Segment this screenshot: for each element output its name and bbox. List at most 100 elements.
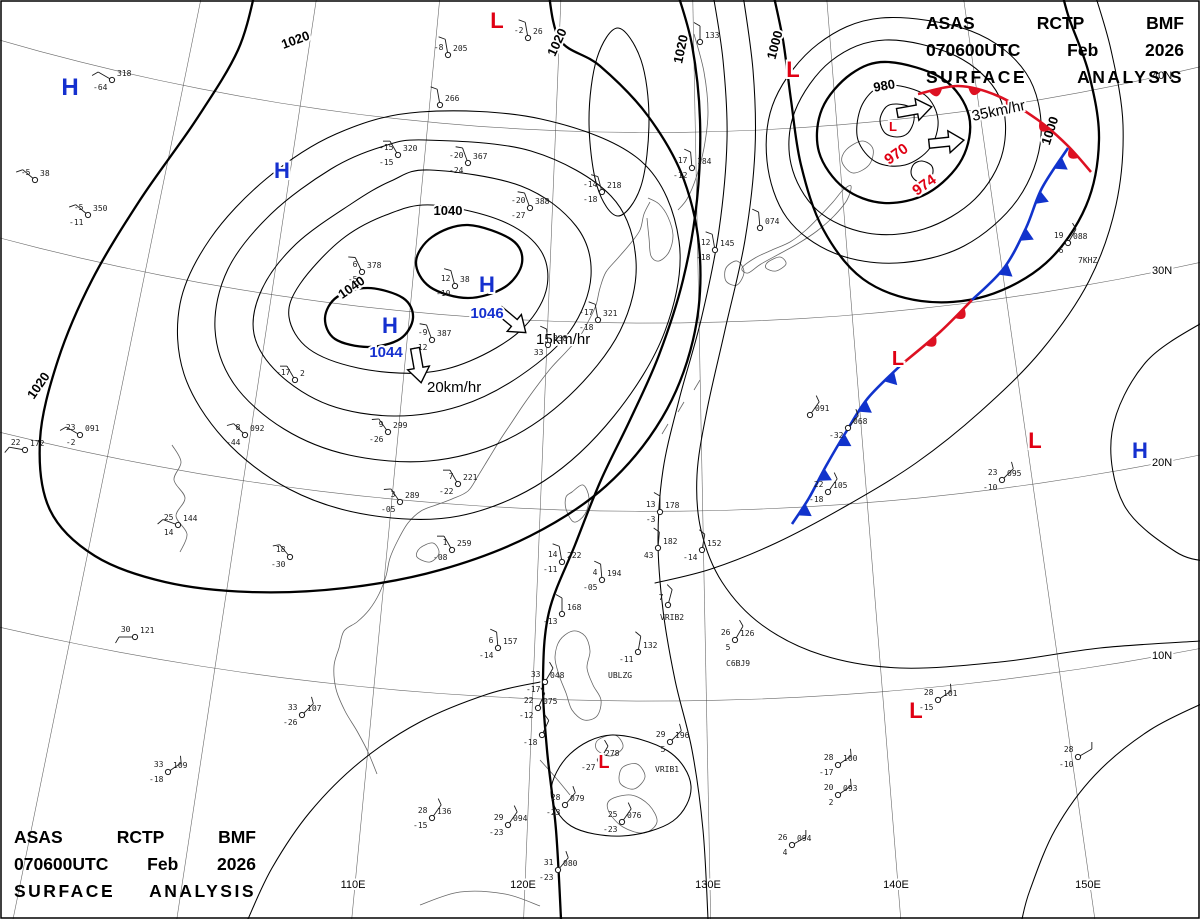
- station-circle-icon: [934, 696, 942, 704]
- station-plot: 18 -30: [271, 544, 294, 569]
- isobar: [176, 110, 681, 520]
- station-pressure: 105: [833, 481, 848, 490]
- wind-barb-feather: [419, 323, 427, 326]
- cold-front-line: [971, 147, 1070, 301]
- station-circle-icon: [596, 756, 604, 764]
- station-circle-icon: [834, 761, 842, 769]
- station-circle-icon: [666, 738, 674, 746]
- coastline: [415, 542, 440, 563]
- center-pressure-value: 974: [909, 171, 940, 200]
- station-circle-icon: [538, 731, 546, 739]
- isobar-value-label: 1020: [670, 33, 691, 64]
- coastline: [741, 185, 852, 274]
- station-temp: 25: [608, 810, 618, 819]
- speed-label: 35km/hr: [970, 97, 1027, 125]
- station-plot: 4 194 -05: [583, 560, 622, 592]
- station-plot: 26 126 5: [721, 619, 755, 652]
- coastline: [693, 379, 701, 391]
- wind-barb-feather: [679, 723, 682, 731]
- parallel-grid-line: [0, 627, 1200, 702]
- station-circle-icon: [454, 480, 462, 488]
- station-pressure: 178: [665, 501, 680, 510]
- station-plot: -14 218 -18: [583, 174, 622, 204]
- wind-barb-feather: [752, 208, 759, 213]
- station-pressure: 168: [567, 603, 582, 612]
- meridian-grid-line: [826, 0, 902, 919]
- station-pressure: 101: [943, 689, 958, 698]
- isobar: [1021, 704, 1200, 919]
- station-pressure: 299: [393, 421, 408, 430]
- station-pressure: 26: [533, 27, 543, 36]
- station-pressure: 2: [300, 369, 305, 378]
- station-temp: 28: [824, 753, 834, 762]
- station-dewpoint: -18: [583, 195, 598, 204]
- station-circle-icon: [1064, 239, 1072, 247]
- wind-barb-feather: [16, 169, 23, 173]
- station-circle-icon: [598, 188, 606, 196]
- station-plot: -15 320 -15: [379, 140, 418, 167]
- station-dewpoint: -11: [69, 218, 84, 227]
- wind-barb-feather: [513, 805, 518, 813]
- coastline: [564, 484, 590, 523]
- isobar: [1110, 323, 1200, 561]
- station-pressure: 079: [570, 794, 585, 803]
- station-plot: 1 259 -08: [433, 535, 472, 562]
- isobar: [252, 169, 592, 417]
- warm-front-pip: [1068, 147, 1080, 159]
- station-plot: 26 094 4: [778, 830, 812, 857]
- title-line-3: SURFACE ANALYSIS: [14, 881, 256, 901]
- meridian-grid-line: [12, 0, 202, 919]
- station-plot: -20 388 -27: [511, 191, 550, 220]
- station-plot: 3 289 -05: [381, 488, 420, 514]
- coastline: [419, 890, 541, 907]
- station-pressure: 109: [173, 761, 188, 770]
- station-dewpoint: -23: [546, 808, 561, 817]
- meridian-grid-line: [963, 0, 1096, 919]
- motion-arrow-icon: [495, 305, 527, 334]
- low-pressure-symbol: L: [909, 698, 922, 723]
- isobar: [815, 60, 972, 205]
- station-pressure: 184: [697, 157, 712, 166]
- motion-arrow-icon: [895, 97, 933, 122]
- wind-barb-feather: [91, 71, 99, 76]
- station-pressure: 094: [797, 834, 812, 843]
- station-circle-icon: [664, 601, 672, 609]
- station-pressure: 350: [93, 204, 108, 213]
- station-plot: 28 079 -23: [546, 786, 585, 817]
- cold-front-line: [790, 363, 903, 525]
- station-temp: 22: [814, 480, 824, 489]
- coastline: [677, 33, 709, 211]
- cold-front-pip: [1053, 157, 1068, 170]
- latitude-label: 20N: [1152, 457, 1172, 469]
- station-plot: 22 105 -18: [809, 472, 848, 504]
- station-circle-icon: [31, 176, 39, 184]
- station-pressure: 194: [607, 569, 622, 578]
- station-dewpoint: -08: [433, 553, 448, 562]
- low-pressure-symbol: L: [889, 119, 897, 134]
- station-plot: 28 101 -15: [919, 683, 958, 712]
- station-circle-icon: [696, 38, 704, 46]
- station-dewpoint: -27: [511, 211, 526, 220]
- low-pressure-symbol: L: [1028, 428, 1041, 453]
- station-pressure: 266: [445, 94, 460, 103]
- isobar: [657, 0, 728, 919]
- station-plot: -17 2: [276, 365, 305, 384]
- station-circle-icon: [756, 224, 764, 232]
- station-plot: 8 092 -44: [226, 423, 265, 447]
- warm-front-pip: [954, 307, 966, 320]
- cold-front-pip: [797, 503, 812, 517]
- wind-barb-feather: [383, 488, 391, 490]
- isobar: [765, 17, 1042, 264]
- coastline: [539, 759, 571, 796]
- station-circle-icon: [711, 246, 719, 254]
- station-circle-icon: [834, 791, 842, 799]
- station-pressure: 378: [367, 261, 382, 270]
- isobar: [856, 84, 939, 167]
- station-temp: 26: [778, 833, 788, 842]
- wind-barb-feather: [348, 256, 356, 258]
- longitude-label: 150E: [1075, 879, 1101, 891]
- station-dewpoint: -5: [348, 275, 358, 284]
- station-pressure: 080: [563, 859, 578, 868]
- ship-id-label: VRIB2: [660, 613, 684, 622]
- wind-barb-feather: [1072, 222, 1077, 230]
